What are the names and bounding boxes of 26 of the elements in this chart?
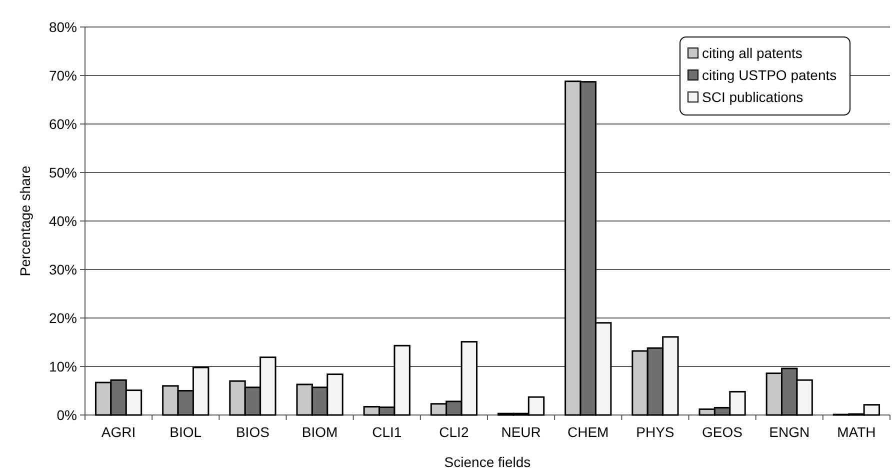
y-tick-label: 40% (48, 212, 77, 229)
x-tick-label: ENGN (769, 424, 810, 440)
x-tick-label: CHEM (568, 424, 609, 440)
y-tick-label: 30% (48, 261, 77, 278)
legend-label: citing all patents (702, 44, 802, 61)
legend-label: SCI publications (702, 88, 804, 105)
x-tick-label: BIOM (302, 424, 338, 440)
x-tick-label: MATH (837, 424, 876, 440)
x-tick-label: NEUR (501, 424, 541, 440)
x-tick-label: BIOL (170, 424, 202, 440)
x-axis-title: Science fields (444, 454, 531, 470)
x-tick-label: BIOS (236, 424, 270, 440)
x-tick-label: PHYS (636, 424, 674, 440)
x-tick-label: CLI2 (439, 424, 469, 440)
y-tick-label: 20% (48, 310, 77, 326)
x-tick-label: AGRI (101, 424, 136, 440)
x-tick-label: CLI1 (372, 424, 402, 440)
y-tick-label: 0% (56, 406, 77, 423)
y-tick-label: 50% (48, 164, 77, 180)
y-tick-label: 10% (48, 358, 77, 374)
y-tick-label: 60% (48, 116, 77, 132)
legend-label: citing USTPO patents (702, 66, 837, 83)
y-tick-label: 80% (48, 18, 77, 35)
y-axis-title: Percentage share (17, 166, 33, 276)
x-tick-label: GEOS (702, 424, 743, 440)
y-tick-label: 70% (48, 67, 77, 84)
